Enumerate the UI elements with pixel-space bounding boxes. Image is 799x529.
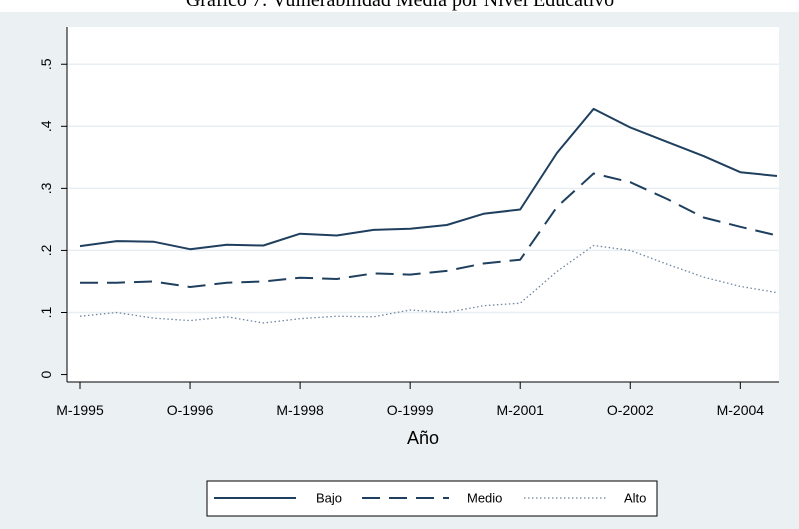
legend: Bajo Medio Alto	[206, 480, 658, 517]
x-tick-label: O-2002	[607, 402, 654, 418]
legend-label-alto: Alto	[624, 491, 646, 506]
y-tick-label: .1	[38, 306, 54, 318]
x-tick-label: M-2001	[496, 402, 544, 418]
series-line-bajo	[79, 107, 778, 251]
series-line-alto	[79, 244, 778, 324]
x-tick-label: O-1996	[167, 402, 214, 418]
series-lines	[79, 107, 778, 324]
y-tick-label: .4	[38, 120, 54, 132]
legend-label-medio: Medio	[467, 491, 502, 506]
x-tick-label: M-1998	[276, 402, 324, 418]
x-tick-label: M-1995	[56, 402, 104, 418]
y-tick-label: .5	[38, 58, 54, 70]
legend-label-bajo: Bajo	[316, 491, 342, 506]
y-tick-label: .3	[38, 182, 54, 194]
plot-area	[67, 27, 779, 382]
gridlines	[67, 63, 779, 314]
x-tick-label: M-2004	[717, 402, 765, 418]
x-tick-label: O-1999	[387, 402, 434, 418]
chart-title: Gráfico 7: Vulnerabilidad Media por Nive…	[186, 0, 614, 11]
x-axis-title: Año	[407, 428, 439, 448]
y-tick-label: 0	[38, 370, 54, 378]
axes: 0 .1 .2 .3 .4 .5 M-1995 O-1996 M-1998 O-1999 M-200…	[38, 27, 779, 418]
y-tick-label: .2	[38, 244, 54, 256]
series-line-medio	[80, 172, 778, 288]
